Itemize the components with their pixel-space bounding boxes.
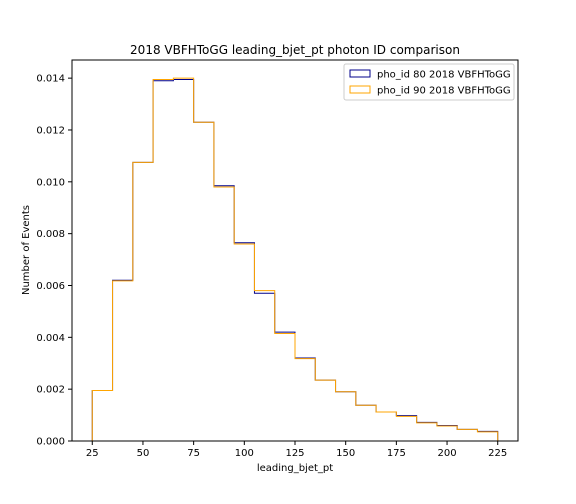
y-tick-label: 0.014 [36,74,65,85]
y-tick-label: 0.002 [36,385,65,396]
x-tick-label: 75 [187,448,200,459]
legend-swatch [349,69,371,78]
y-axis-label: Number of Events [21,205,32,295]
y-tick-label: 0.000 [36,437,65,448]
x-tick-label: 175 [387,448,406,459]
x-tick-label: 200 [437,448,456,459]
legend-swatch [349,85,371,94]
y-tick-label: 0.010 [36,177,65,188]
legend-entries: pho_id 80 2018 VBFHToGG pho_id 90 2018 VB… [349,69,511,97]
legend-label: pho_id 80 2018 VBFHToGG [377,70,511,81]
legend-label: pho_id 90 2018 VBFHToGG [377,86,511,97]
x-tick-label: 25 [86,448,99,459]
x-axis-ticks: 25 50 75 100 125 150 175 200 225 [86,441,507,459]
y-tick-label: 0.006 [36,281,65,292]
series-layer [91,77,499,441]
series-line-2 [91,77,499,441]
y-tick-label: 0.012 [36,125,65,136]
y-tick-label: 0.008 [36,229,65,240]
legend-box [343,63,515,101]
y-axis-ticks: 0.000 0.002 0.004 0.006 0.008 0.010 0.012 0.014 [36,74,72,448]
x-tick-label: 150 [336,448,355,459]
x-tick-label: 225 [488,448,507,459]
x-axis-label: leading_bjet_pt [257,463,333,474]
x-tick-label: 100 [235,448,254,459]
y-tick-label: 0.004 [36,333,65,344]
plot-frame [71,59,519,442]
chart-title: 2018 VBFHToGG leading_bjet_pt photon ID … [130,43,460,57]
legend: pho_id 80 2018 VBFHToGG pho_id 90 2018 VB… [343,63,515,101]
x-tick-label: 50 [137,448,150,459]
x-tick-label: 125 [285,448,304,459]
